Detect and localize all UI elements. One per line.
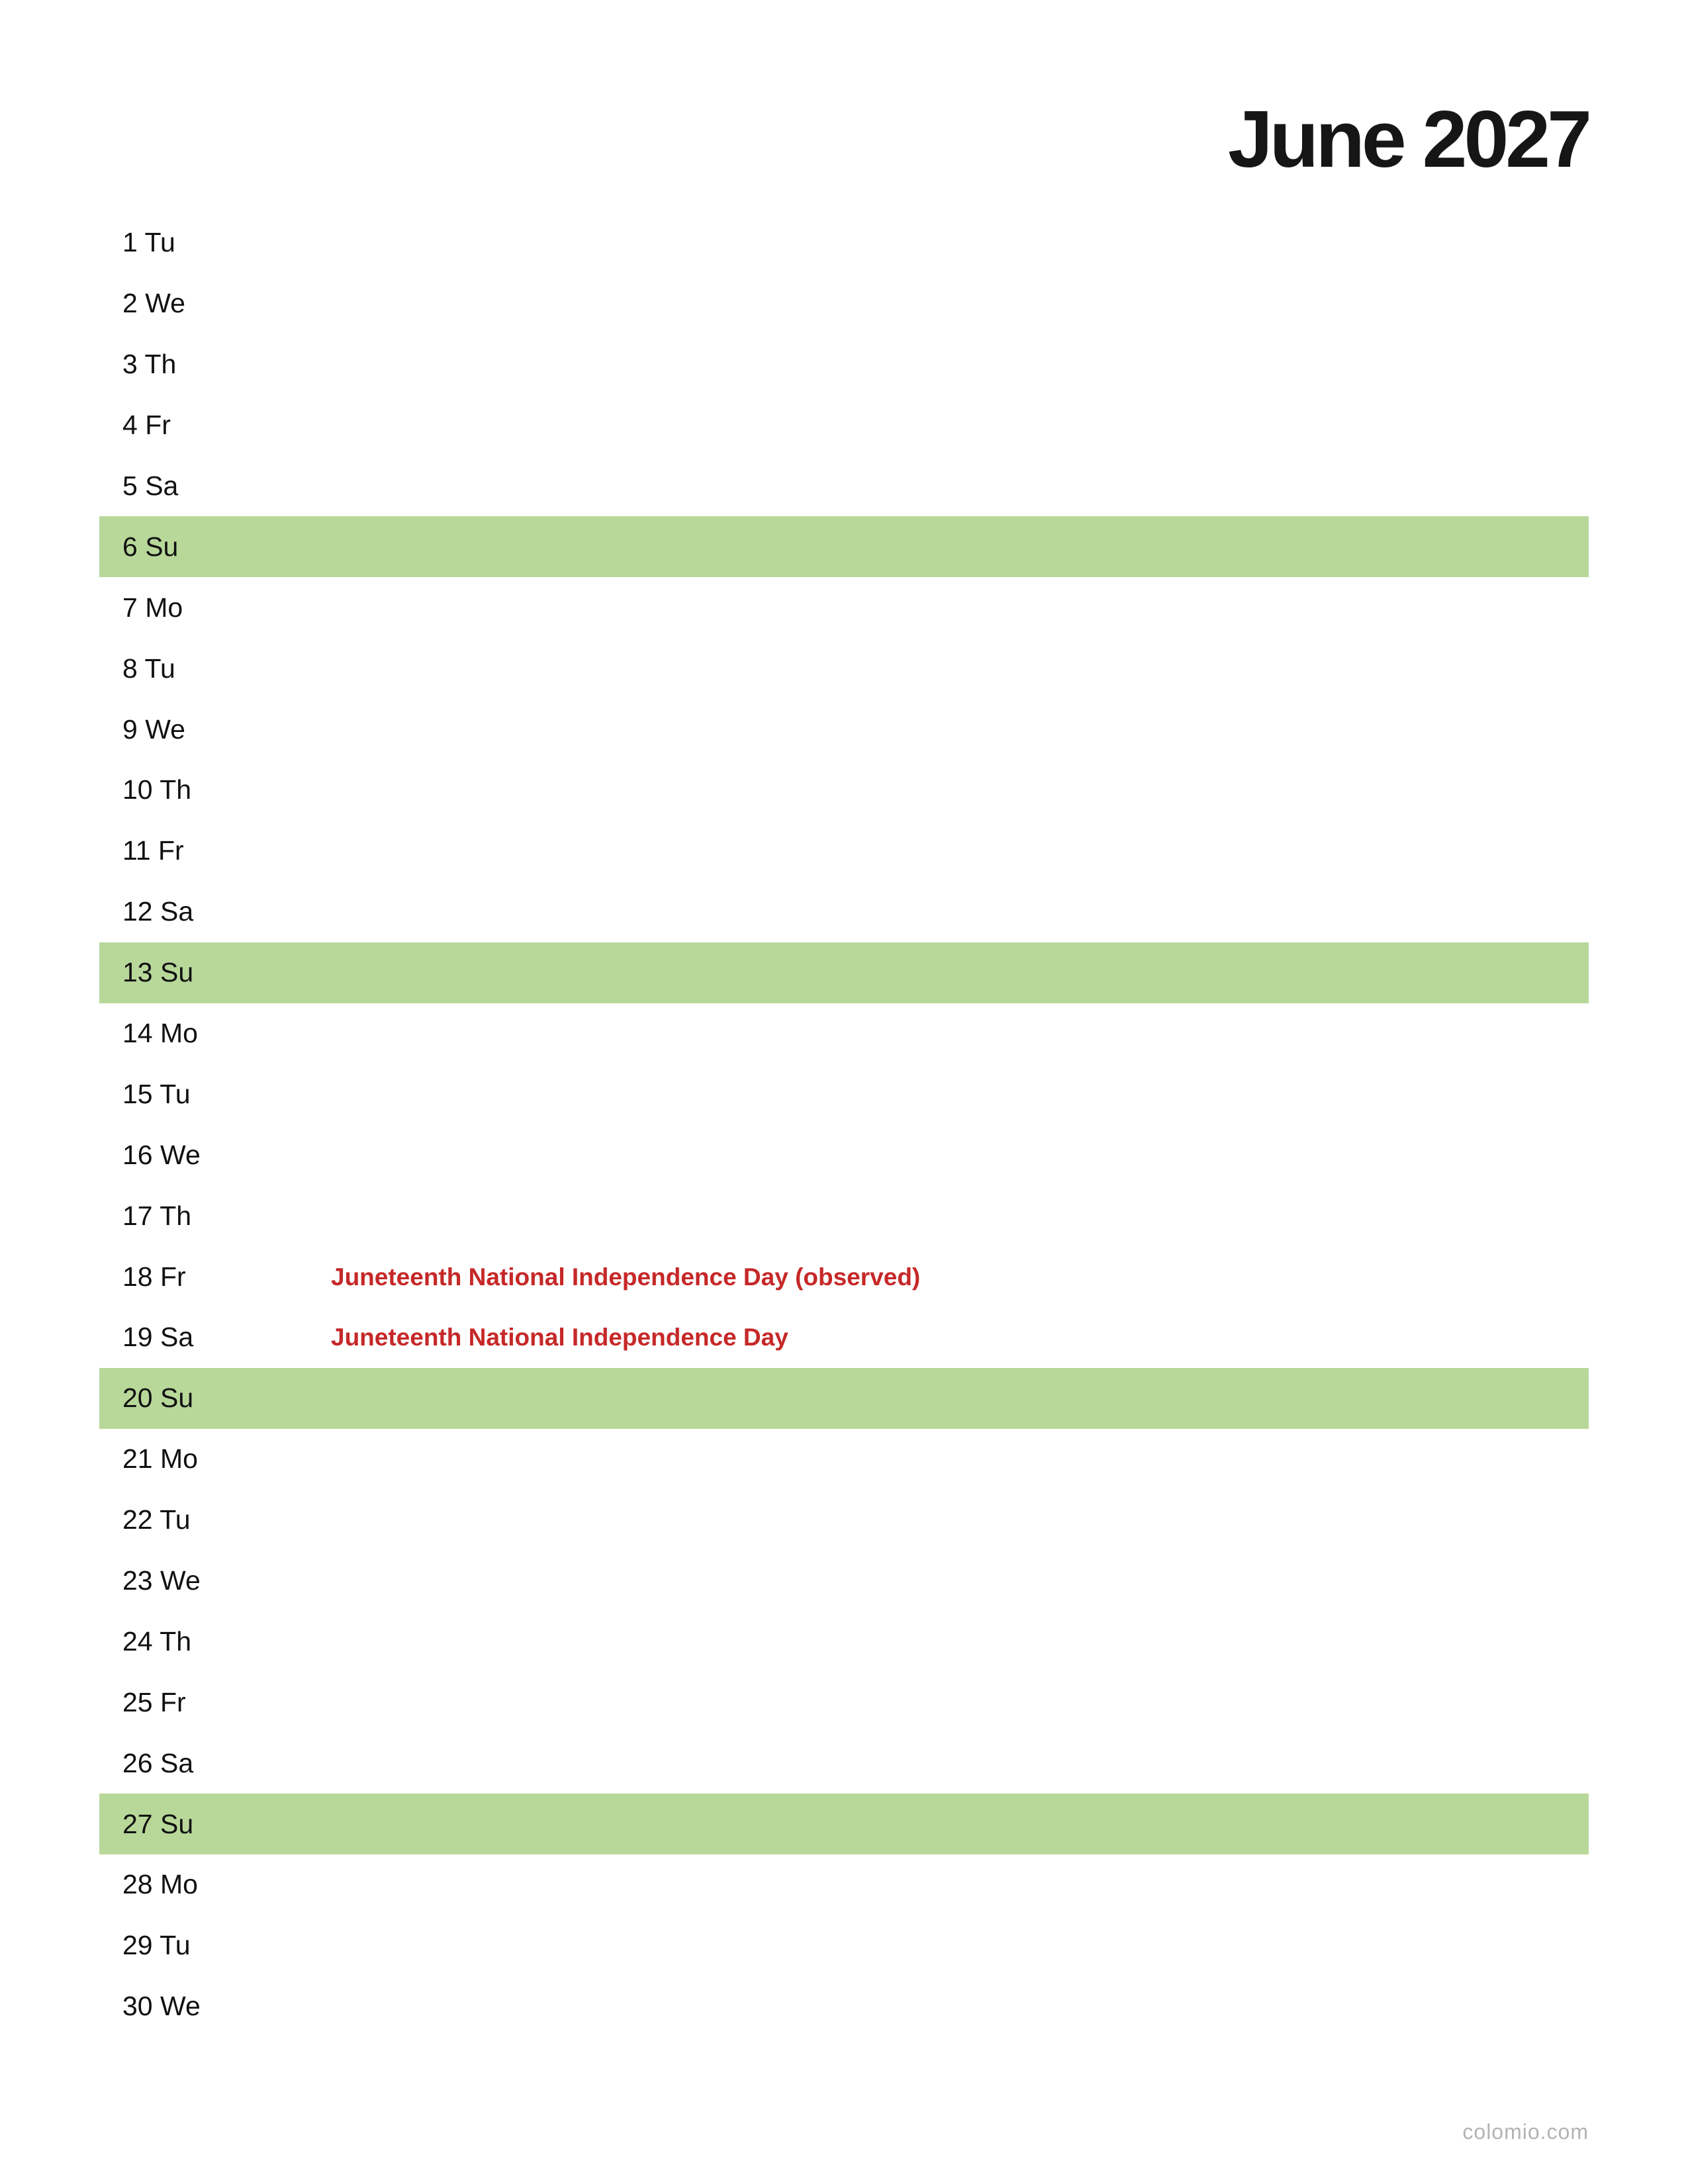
day-label: 25 Fr <box>122 1686 186 1717</box>
day-row: 3 Th <box>99 334 1589 395</box>
day-row: 30 We <box>99 1976 1589 2037</box>
day-row: 25 Fr <box>99 1672 1589 1733</box>
day-label: 23 We <box>122 1565 201 1596</box>
day-row: 9 We <box>99 699 1589 760</box>
day-label: 26 Sa <box>122 1747 194 1778</box>
day-row-weekend: 13 Su <box>99 942 1589 1003</box>
day-row: 23 We <box>99 1551 1589 1612</box>
day-row: 11 Fr <box>99 821 1589 882</box>
holiday-label: Juneteenth National Independence Day <box>331 1324 788 1351</box>
day-label: 8 Tu <box>122 653 175 684</box>
day-label: 3 Th <box>122 349 177 380</box>
day-row: 14 Mo <box>99 1003 1589 1064</box>
day-label: 15 Tu <box>122 1078 191 1109</box>
day-label: 22 Tu <box>122 1504 191 1535</box>
day-label: 18 Fr <box>122 1261 186 1292</box>
day-row: 10 Th <box>99 760 1589 821</box>
day-row: 8 Tu <box>99 638 1589 699</box>
day-row: 22 Tu <box>99 1490 1589 1551</box>
day-label: 16 We <box>122 1139 201 1170</box>
day-label: 4 Fr <box>122 410 171 441</box>
day-row: 2 We <box>99 273 1589 334</box>
day-label: 12 Sa <box>122 896 194 927</box>
day-label: 20 Su <box>122 1383 194 1414</box>
day-row: 15 Tu <box>99 1064 1589 1124</box>
day-row-weekend: 6 Su <box>99 516 1589 578</box>
day-label: 14 Mo <box>122 1018 198 1049</box>
day-label: 7 Mo <box>122 592 183 623</box>
day-label: 13 Su <box>122 957 194 988</box>
day-row: 16 We <box>99 1124 1589 1185</box>
day-row: 29 Tu <box>99 1915 1589 1976</box>
day-row-weekend: 27 Su <box>99 1794 1589 1855</box>
day-label: 9 We <box>122 713 185 745</box>
day-label: 6 Su <box>122 531 179 562</box>
holiday-label: Juneteenth National Independence Day (ob… <box>331 1263 921 1291</box>
day-label: 1 Tu <box>122 227 175 258</box>
day-row: 1 Tu <box>99 212 1589 273</box>
day-row: 19 Sa Juneteenth National Independence Da… <box>99 1307 1589 1368</box>
footer-credit: colomio.com <box>1462 2120 1589 2144</box>
day-row: 26 Sa <box>99 1733 1589 1794</box>
day-label: 27 Su <box>122 1808 194 1839</box>
day-row: 17 Th <box>99 1185 1589 1246</box>
day-row: 5 Sa <box>99 456 1589 517</box>
day-label: 5 Sa <box>122 471 179 501</box>
day-row-weekend: 20 Su <box>99 1367 1589 1429</box>
day-label: 29 Tu <box>122 1930 191 1961</box>
day-row: 21 Mo <box>99 1429 1589 1490</box>
day-row: 18 Fr Juneteenth National Independence Da… <box>99 1246 1589 1307</box>
day-label: 21 Mo <box>122 1443 198 1475</box>
day-label: 11 Fr <box>122 835 184 866</box>
day-label: 17 Th <box>122 1200 192 1231</box>
day-row: 24 Th <box>99 1611 1589 1672</box>
day-label: 10 Th <box>122 774 192 805</box>
day-row: 12 Sa <box>99 882 1589 942</box>
day-row: 28 Mo <box>99 1854 1589 1915</box>
day-row: 7 Mo <box>99 577 1589 638</box>
day-label: 2 We <box>122 288 185 319</box>
day-row: 4 Fr <box>99 395 1589 456</box>
day-label: 24 Th <box>122 1625 192 1657</box>
day-label: 30 We <box>122 1991 201 2022</box>
day-label: 28 Mo <box>122 1869 198 1900</box>
page-title: June 2027 <box>1227 94 1592 184</box>
day-list: 1 Tu 2 We 3 Th 4 Fr 5 Sa 6 Su 7 Mo 8 Tu 9 We 10 T… <box>99 212 1589 2037</box>
day-label: 19 Sa <box>122 1322 194 1353</box>
